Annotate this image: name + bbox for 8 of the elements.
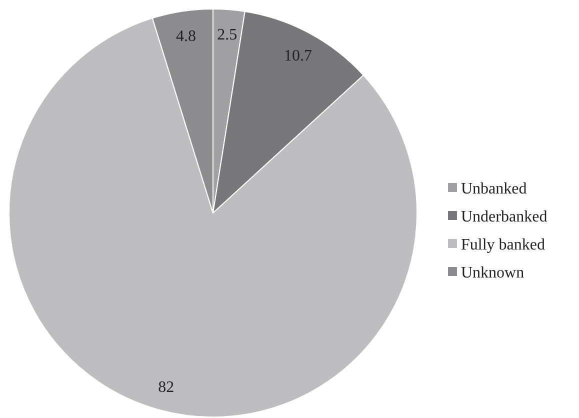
data-label: 82 xyxy=(158,378,174,396)
legend-label: Unknown xyxy=(461,264,524,282)
legend-label: Unbanked xyxy=(461,180,527,198)
legend-label: Fully banked xyxy=(461,236,545,254)
data-label: 10.7 xyxy=(284,47,312,64)
data-label: 2.5 xyxy=(217,26,238,44)
data-label: 4.8 xyxy=(176,28,196,46)
legend-label: Underbanked xyxy=(461,208,548,226)
